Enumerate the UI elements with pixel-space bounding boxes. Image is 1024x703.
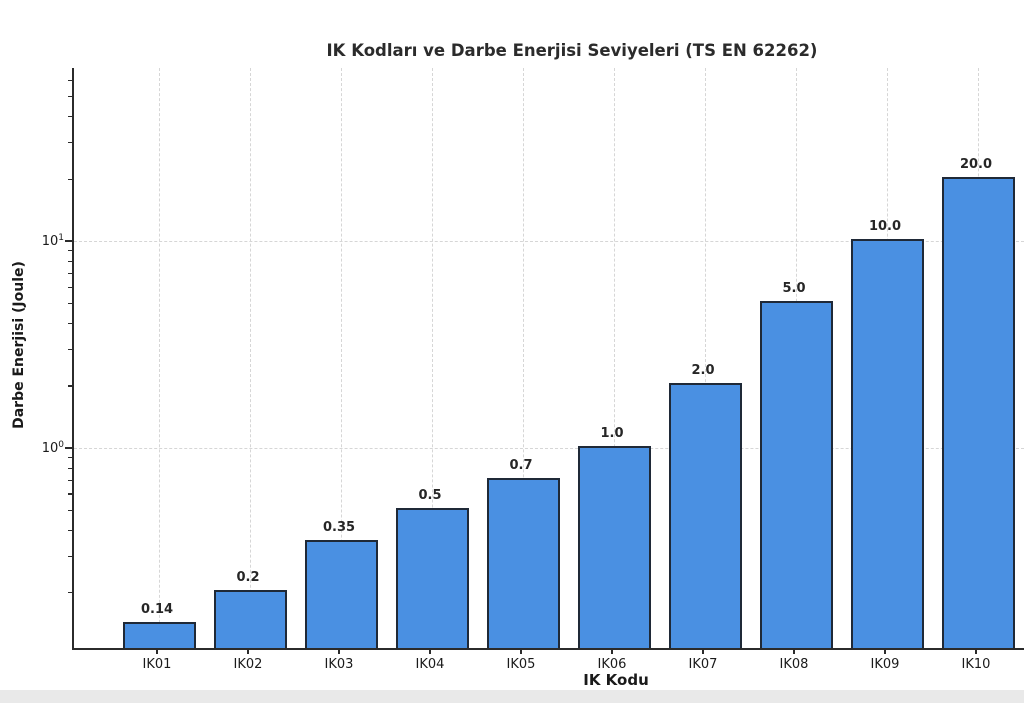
y-gridline	[74, 447, 1024, 449]
y-minor-tick-mark	[68, 116, 72, 118]
y-minor-tick-mark	[68, 467, 72, 469]
y-minor-tick-mark	[68, 493, 72, 495]
bar-IK10	[941, 176, 1015, 648]
bar-IK04	[395, 507, 469, 648]
y-axis-label: Darbe Enerjisi (Joule)	[11, 261, 27, 429]
x-tick-mark	[429, 650, 431, 654]
x-gridline	[614, 68, 615, 648]
plot-area	[72, 68, 1024, 650]
bar-value-label: 2.0	[691, 363, 715, 379]
bar-IK03	[304, 539, 378, 648]
y-minor-tick-mark	[68, 555, 72, 557]
y-minor-tick-mark	[68, 79, 72, 82]
x-tick-label: IK08	[779, 657, 809, 672]
x-gridline	[159, 68, 160, 648]
x-tick-mark	[520, 650, 522, 654]
bar-IK02	[213, 590, 287, 648]
x-tick-mark	[611, 650, 613, 654]
x-tick-mark	[975, 650, 977, 654]
bar-value-label: 0.14	[140, 602, 174, 618]
bar-value-label: 0.7	[509, 457, 533, 473]
bar-value-label: 0.5	[418, 487, 442, 503]
x-tick-label: IK07	[688, 657, 718, 672]
x-tick-label: IK05	[506, 657, 536, 672]
y-minor-tick-mark	[68, 178, 72, 180]
y-major-tick-mark	[65, 446, 72, 449]
x-tick-label: IK03	[324, 657, 354, 672]
y-tick-label: 100	[41, 439, 64, 456]
bar-IK07	[668, 383, 742, 648]
x-gridline	[250, 68, 251, 648]
y-tick-label: 101	[41, 232, 64, 249]
bar-value-label: 1.0	[600, 425, 624, 441]
x-tick-label: IK06	[597, 657, 627, 672]
x-tick-mark	[247, 650, 249, 654]
bar-value-label: 20.0	[959, 156, 993, 172]
x-tick-mark	[702, 650, 704, 654]
x-tick-mark	[884, 650, 886, 654]
bar-IK08	[759, 301, 833, 648]
bar-value-label: 10.0	[868, 218, 902, 234]
x-gridline	[705, 68, 706, 648]
y-minor-tick-mark	[68, 457, 72, 459]
y-minor-tick-mark	[68, 529, 72, 532]
y-minor-tick-mark	[68, 385, 72, 387]
bottom-gray-strip	[0, 690, 1024, 703]
y-minor-tick-mark	[68, 272, 72, 275]
x-axis-label: IK Kodu	[583, 671, 649, 689]
bar-value-label: 0.35	[322, 519, 356, 535]
y-minor-tick-mark	[68, 479, 72, 481]
y-minor-tick-mark	[68, 286, 72, 288]
bar-IK06	[577, 445, 651, 648]
y-major-tick-mark	[65, 239, 72, 242]
bar-value-label: 5.0	[782, 281, 806, 297]
bar-IK09	[850, 238, 924, 648]
x-tick-mark	[793, 650, 795, 654]
y-minor-tick-mark	[68, 96, 72, 98]
x-tick-label: IK09	[870, 657, 900, 672]
x-gridline	[341, 68, 342, 648]
x-tick-label: IK10	[961, 657, 991, 672]
y-minor-tick-mark	[68, 348, 72, 351]
x-tick-mark	[338, 650, 340, 654]
y-minor-tick-mark	[68, 592, 72, 594]
y-minor-tick-mark	[68, 509, 72, 512]
x-tick-label: IK01	[142, 657, 172, 672]
bar-IK05	[486, 477, 560, 648]
bar-IK01	[122, 622, 196, 648]
x-tick-mark	[156, 650, 158, 654]
chart-title: IK Kodları ve Darbe Enerjisi Seviyeleri …	[326, 41, 818, 60]
x-tick-label: IK02	[233, 657, 263, 672]
x-gridline	[432, 68, 433, 648]
bar-value-label: 0.2	[236, 570, 260, 586]
y-gridline	[74, 240, 1024, 242]
y-minor-tick-mark	[68, 142, 72, 144]
x-gridline	[523, 68, 524, 648]
y-minor-tick-mark	[68, 250, 72, 252]
y-minor-tick-mark	[68, 260, 72, 263]
x-tick-label: IK04	[415, 657, 445, 672]
y-minor-tick-mark	[68, 303, 72, 305]
y-minor-tick-mark	[68, 323, 72, 325]
